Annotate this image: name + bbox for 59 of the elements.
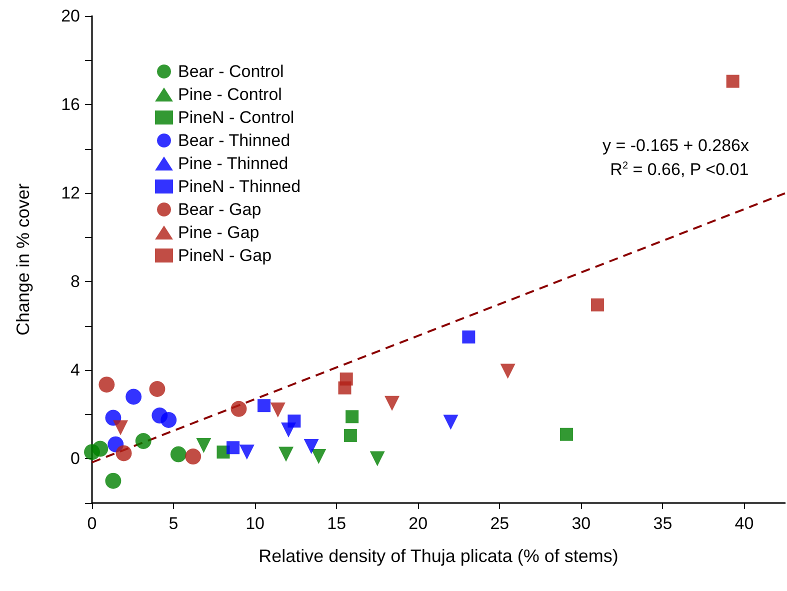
legend-label: PineN - Control <box>178 108 294 127</box>
legend-label: PineN - Gap <box>178 246 272 265</box>
point <box>278 446 294 462</box>
y-tick-label: 8 <box>70 272 80 292</box>
point <box>270 402 286 418</box>
x-tick-label: 25 <box>490 514 510 533</box>
point <box>346 410 359 424</box>
point <box>258 399 271 412</box>
legend-label: Bear - Control <box>178 62 284 81</box>
point <box>185 448 202 465</box>
point <box>135 433 152 450</box>
point <box>196 438 212 453</box>
y-tick-label: 12 <box>61 184 80 203</box>
y-axis-title: Change in % cover <box>13 183 33 336</box>
x-axis-title: Relative density of Thuja plicata (% of stems) <box>258 546 618 566</box>
point <box>560 428 573 441</box>
point <box>170 446 186 462</box>
point <box>590 298 604 312</box>
x-tick-label: 35 <box>653 514 672 533</box>
point <box>116 445 132 462</box>
point <box>126 388 142 405</box>
x-tick-label: 20 <box>408 514 428 533</box>
point <box>311 449 326 464</box>
x-tick-label: 40 <box>734 514 754 533</box>
legend-label: Bear - Gap <box>178 200 262 219</box>
point <box>113 420 128 436</box>
legend-label: Pine - Thinned <box>178 154 288 173</box>
point <box>98 376 115 393</box>
annotation: y = -0.165 + 0.286x <box>602 136 750 155</box>
x-tick-label: 5 <box>168 514 178 533</box>
legend-label: Pine - Gap <box>178 223 260 242</box>
point <box>92 440 108 457</box>
legend-label: Pine - Control <box>178 85 282 104</box>
point <box>288 414 301 428</box>
legend-label: Bear - Thinned <box>178 131 290 150</box>
y-tick-label: 20 <box>61 6 80 26</box>
point <box>384 396 400 411</box>
x-tick-label: 30 <box>572 514 591 533</box>
point <box>443 414 458 430</box>
point <box>726 74 740 88</box>
point <box>105 472 122 489</box>
x-tick-label: 15 <box>327 514 346 533</box>
point <box>344 428 357 442</box>
legend-label: PineN - Thinned <box>178 177 301 196</box>
x-tick-label: 0 <box>87 514 97 533</box>
x-tick-label: 10 <box>246 514 265 533</box>
point <box>338 381 352 394</box>
point <box>370 451 385 466</box>
y-tick-label: 0 <box>70 449 80 468</box>
point <box>500 364 516 379</box>
point <box>160 412 177 428</box>
point <box>462 330 476 344</box>
y-tick-label: 16 <box>61 95 80 114</box>
y-tick-label: 4 <box>70 360 80 380</box>
point <box>226 441 240 454</box>
point <box>149 381 166 397</box>
point <box>239 444 254 460</box>
point <box>230 400 247 417</box>
point <box>304 439 319 454</box>
